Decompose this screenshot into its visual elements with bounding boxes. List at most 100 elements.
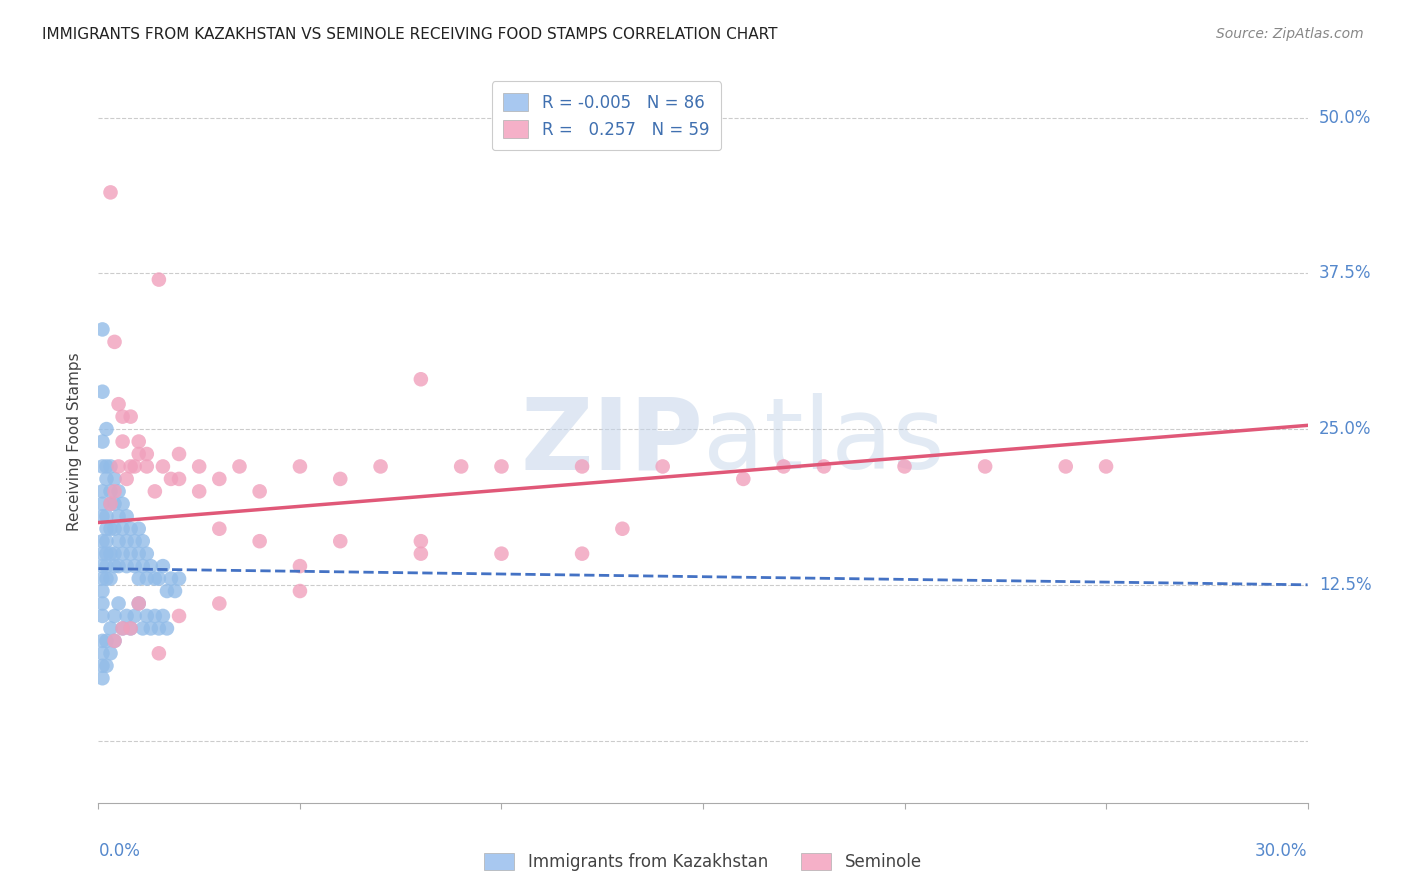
Point bbox=[100, 186, 122, 200]
Point bbox=[107, 559, 129, 574]
Point bbox=[188, 459, 211, 474]
Point bbox=[228, 459, 250, 474]
Point bbox=[160, 572, 183, 586]
Point bbox=[772, 459, 794, 474]
Point bbox=[96, 572, 118, 586]
Point bbox=[167, 572, 190, 586]
Point bbox=[208, 597, 231, 611]
Point bbox=[100, 522, 122, 536]
Text: 37.5%: 37.5% bbox=[1319, 264, 1371, 283]
Point bbox=[103, 334, 125, 349]
Point bbox=[409, 534, 432, 549]
Text: atlas: atlas bbox=[703, 393, 945, 490]
Point bbox=[571, 547, 593, 561]
Point bbox=[91, 609, 114, 624]
Point bbox=[120, 522, 142, 536]
Point bbox=[115, 534, 138, 549]
Point bbox=[111, 621, 134, 635]
Point bbox=[139, 559, 162, 574]
Point bbox=[103, 484, 125, 499]
Point bbox=[111, 621, 134, 635]
Point bbox=[132, 559, 155, 574]
Point bbox=[100, 572, 122, 586]
Point bbox=[135, 572, 157, 586]
Point bbox=[132, 621, 155, 635]
Point bbox=[370, 459, 392, 474]
Point bbox=[1095, 459, 1118, 474]
Point bbox=[91, 633, 114, 648]
Point bbox=[148, 646, 170, 660]
Point bbox=[128, 572, 150, 586]
Point bbox=[329, 472, 352, 486]
Point bbox=[91, 559, 114, 574]
Point bbox=[135, 459, 157, 474]
Point bbox=[120, 547, 142, 561]
Point bbox=[96, 559, 118, 574]
Point bbox=[107, 597, 129, 611]
Point bbox=[249, 484, 271, 499]
Point bbox=[91, 646, 114, 660]
Point bbox=[91, 434, 114, 449]
Point bbox=[128, 447, 150, 461]
Point bbox=[96, 534, 118, 549]
Point bbox=[103, 633, 125, 648]
Point bbox=[91, 322, 114, 336]
Point bbox=[329, 534, 352, 549]
Point bbox=[91, 671, 114, 685]
Point bbox=[733, 472, 755, 486]
Point bbox=[111, 522, 134, 536]
Point bbox=[96, 522, 118, 536]
Point bbox=[974, 459, 997, 474]
Point bbox=[288, 559, 311, 574]
Point bbox=[152, 559, 174, 574]
Text: 12.5%: 12.5% bbox=[1319, 576, 1371, 594]
Point bbox=[100, 484, 122, 499]
Point bbox=[1054, 459, 1077, 474]
Point bbox=[91, 497, 114, 511]
Point bbox=[188, 484, 211, 499]
Text: Source: ZipAtlas.com: Source: ZipAtlas.com bbox=[1216, 27, 1364, 41]
Point bbox=[152, 609, 174, 624]
Point bbox=[208, 522, 231, 536]
Point bbox=[409, 547, 432, 561]
Point bbox=[167, 472, 190, 486]
Point bbox=[91, 572, 114, 586]
Point bbox=[91, 509, 114, 524]
Point bbox=[115, 472, 138, 486]
Point bbox=[135, 547, 157, 561]
Point bbox=[893, 459, 915, 474]
Point bbox=[111, 434, 134, 449]
Point bbox=[103, 472, 125, 486]
Point bbox=[107, 509, 129, 524]
Point bbox=[100, 497, 122, 511]
Point bbox=[143, 572, 166, 586]
Legend: R = -0.005   N = 86, R =   0.257   N = 59: R = -0.005 N = 86, R = 0.257 N = 59 bbox=[492, 81, 721, 151]
Point bbox=[96, 422, 118, 436]
Point bbox=[100, 646, 122, 660]
Point bbox=[813, 459, 835, 474]
Point bbox=[128, 597, 150, 611]
Point bbox=[91, 484, 114, 499]
Point bbox=[115, 509, 138, 524]
Point bbox=[156, 621, 179, 635]
Point bbox=[612, 522, 634, 536]
Text: 30.0%: 30.0% bbox=[1256, 842, 1308, 860]
Point bbox=[107, 534, 129, 549]
Point bbox=[91, 547, 114, 561]
Point bbox=[409, 372, 432, 386]
Point bbox=[208, 472, 231, 486]
Point bbox=[491, 547, 513, 561]
Point bbox=[249, 534, 271, 549]
Point bbox=[91, 584, 114, 599]
Point bbox=[103, 497, 125, 511]
Point bbox=[103, 522, 125, 536]
Point bbox=[167, 447, 190, 461]
Text: 50.0%: 50.0% bbox=[1319, 109, 1371, 127]
Point bbox=[96, 633, 118, 648]
Point bbox=[148, 572, 170, 586]
Y-axis label: Receiving Food Stamps: Receiving Food Stamps bbox=[67, 352, 83, 531]
Point bbox=[120, 459, 142, 474]
Point bbox=[167, 609, 190, 624]
Point bbox=[120, 409, 142, 424]
Point bbox=[128, 597, 150, 611]
